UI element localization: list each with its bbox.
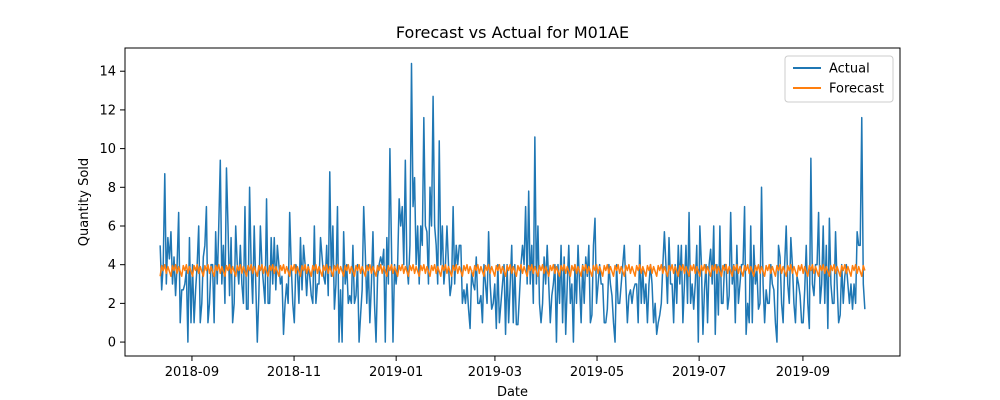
x-tick-label: 2019-07 [672,365,726,380]
legend-label-actual: Actual [829,62,870,77]
series-line-forecast [159,263,866,278]
y-tick-label: 14 [99,65,116,80]
y-tick-label: 12 [99,103,116,118]
x-tick-label: 2018-11 [267,365,321,380]
series-line-actual [159,62,866,343]
y-tick-label: 6 [108,219,116,234]
legend: Actual Forecast [784,55,894,103]
y-tick-label: 0 [108,336,116,351]
x-axis: 2018-09 2018-11 2019-01 2019-03 2019-05 2019-… [165,356,830,380]
x-tick-label: 2019-03 [468,365,522,380]
legend-label-forecast: Forecast [829,82,884,97]
y-tick-label: 10 [99,142,116,157]
x-tick-label: 2018-09 [165,365,219,380]
y-tick-label: 8 [108,181,116,196]
y-tick-label: 2 [108,297,116,312]
y-axis: 0 2 4 6 8 10 12 14 [99,65,125,351]
plot-frame [124,47,901,357]
x-tick-label: 2019-05 [570,365,624,380]
x-tick-label: 2019-01 [369,365,423,380]
y-tick-label: 4 [108,258,116,273]
chart-title: Forecast vs Actual for M01AE [396,23,629,42]
x-tick-label: 2019-09 [776,365,830,380]
x-axis-label: Date [497,385,528,400]
y-axis-label: Quantity Sold [77,158,92,246]
series-layer [159,62,866,343]
